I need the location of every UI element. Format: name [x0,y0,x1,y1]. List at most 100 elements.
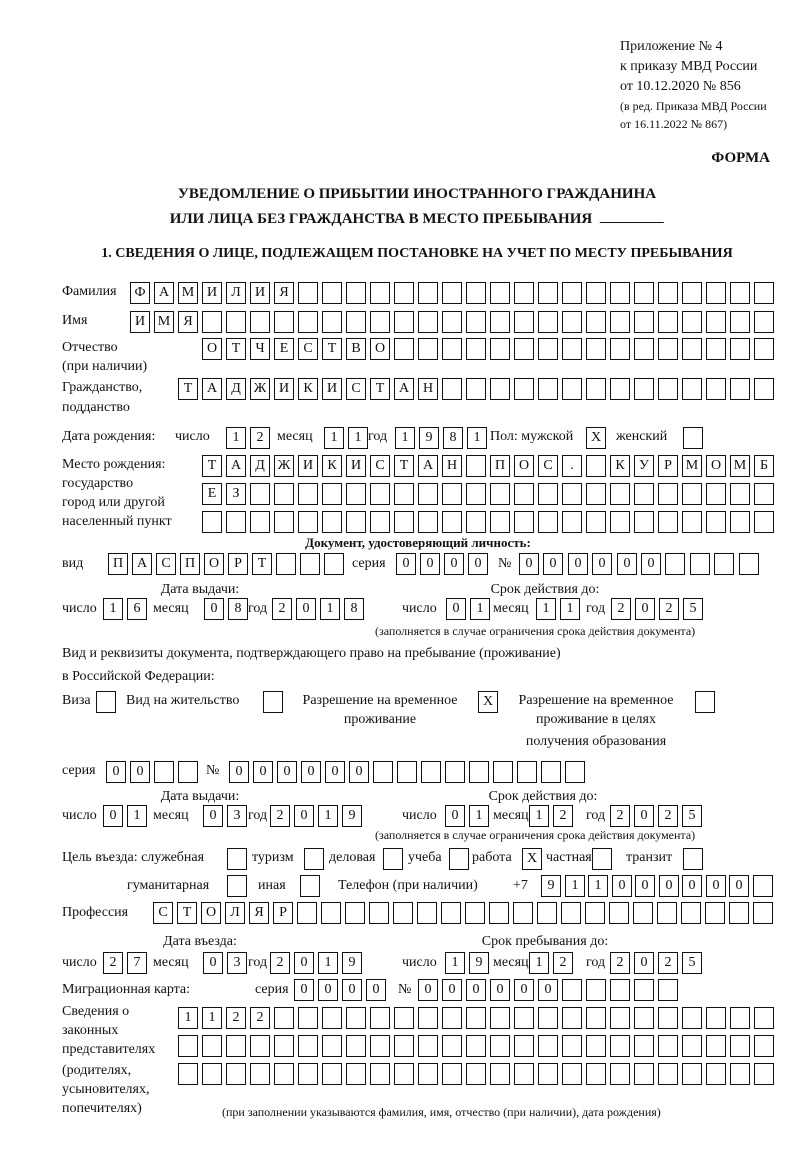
character-box[interactable]: 1 [318,952,338,974]
character-box[interactable] [250,1035,270,1057]
character-box[interactable]: 0 [229,761,249,783]
character-box[interactable] [394,1063,414,1085]
character-box[interactable]: . [562,455,582,477]
character-box[interactable] [754,1063,774,1085]
character-box[interactable]: 0 [635,598,655,620]
character-box[interactable] [394,1007,414,1029]
character-box[interactable]: 2 [658,952,678,974]
character-box[interactable]: 0 [294,805,314,827]
character-box[interactable]: 0 [420,553,440,575]
character-box[interactable]: Е [274,338,294,360]
character-box[interactable] [397,761,417,783]
character-box[interactable] [178,1035,198,1057]
character-box[interactable] [514,511,534,533]
character-box[interactable] [322,1007,342,1029]
checkbox[interactable] [96,691,116,713]
character-box[interactable] [465,902,485,924]
character-box[interactable] [514,483,534,505]
character-box[interactable] [682,1007,702,1029]
character-box[interactable] [538,1063,558,1085]
checkbox[interactable] [683,848,703,870]
character-box[interactable]: А [202,378,222,400]
character-box[interactable]: 0 [514,979,534,1001]
character-box[interactable]: 0 [519,553,539,575]
character-box[interactable]: Т [177,902,197,924]
character-box[interactable] [274,1007,294,1029]
character-box[interactable] [300,553,320,575]
character-box[interactable]: 1 [226,427,246,449]
character-box[interactable] [730,282,750,304]
character-box[interactable] [706,282,726,304]
character-box[interactable]: Ж [250,378,270,400]
character-box[interactable]: 0 [568,553,588,575]
character-box[interactable] [562,338,582,360]
character-box[interactable] [298,1035,318,1057]
character-box[interactable] [610,1035,630,1057]
character-box[interactable] [609,902,629,924]
character-box[interactable] [754,511,774,533]
character-box[interactable] [610,282,630,304]
character-box[interactable] [274,511,294,533]
character-box[interactable] [538,483,558,505]
character-box[interactable]: 9 [469,952,489,974]
character-box[interactable]: 0 [543,553,563,575]
character-box[interactable]: 2 [610,805,630,827]
character-box[interactable] [370,1063,390,1085]
character-box[interactable]: М [682,455,702,477]
character-box[interactable]: 0 [592,553,612,575]
character-box[interactable] [634,1063,654,1085]
character-box[interactable] [610,1007,630,1029]
character-box[interactable] [469,761,489,783]
character-box[interactable] [706,378,726,400]
character-box[interactable] [322,311,342,333]
character-box[interactable] [658,511,678,533]
character-box[interactable] [298,311,318,333]
character-box[interactable] [682,483,702,505]
character-box[interactable]: 2 [553,805,573,827]
character-box[interactable] [586,311,606,333]
character-box[interactable] [730,338,750,360]
character-box[interactable] [466,338,486,360]
character-box[interactable]: 0 [442,979,462,1001]
character-box[interactable]: 1 [565,875,585,897]
character-box[interactable]: 2 [611,598,631,620]
character-box[interactable] [394,483,414,505]
character-box[interactable] [346,1007,366,1029]
character-box[interactable]: Т [252,553,272,575]
character-box[interactable] [417,902,437,924]
character-box[interactable]: 1 [127,805,147,827]
character-box[interactable] [421,761,441,783]
character-box[interactable] [373,761,393,783]
character-box[interactable]: Т [178,378,198,400]
character-box[interactable]: 9 [419,427,439,449]
character-box[interactable] [466,1035,486,1057]
character-box[interactable] [562,511,582,533]
character-box[interactable] [442,338,462,360]
character-box[interactable] [586,378,606,400]
character-box[interactable]: И [202,282,222,304]
character-box[interactable]: И [298,455,318,477]
character-box[interactable]: А [132,553,152,575]
character-box[interactable] [226,511,246,533]
character-box[interactable] [370,282,390,304]
character-box[interactable]: С [346,378,366,400]
character-box[interactable]: 9 [342,952,362,974]
character-box[interactable] [370,311,390,333]
character-box[interactable] [565,761,585,783]
character-box[interactable]: 1 [348,427,368,449]
character-box[interactable]: 1 [560,598,580,620]
character-box[interactable] [586,1063,606,1085]
character-box[interactable] [682,282,702,304]
character-box[interactable] [562,282,582,304]
character-box[interactable] [274,1063,294,1085]
character-box[interactable]: Н [442,455,462,477]
character-box[interactable]: 1 [318,805,338,827]
character-box[interactable] [442,1035,462,1057]
character-box[interactable]: 0 [396,553,416,575]
character-box[interactable]: Р [658,455,678,477]
character-box[interactable]: З [226,483,246,505]
checkbox[interactable] [227,875,247,897]
character-box[interactable]: Е [202,483,222,505]
character-box[interactable]: 0 [203,952,223,974]
character-box[interactable]: 0 [342,979,362,1001]
